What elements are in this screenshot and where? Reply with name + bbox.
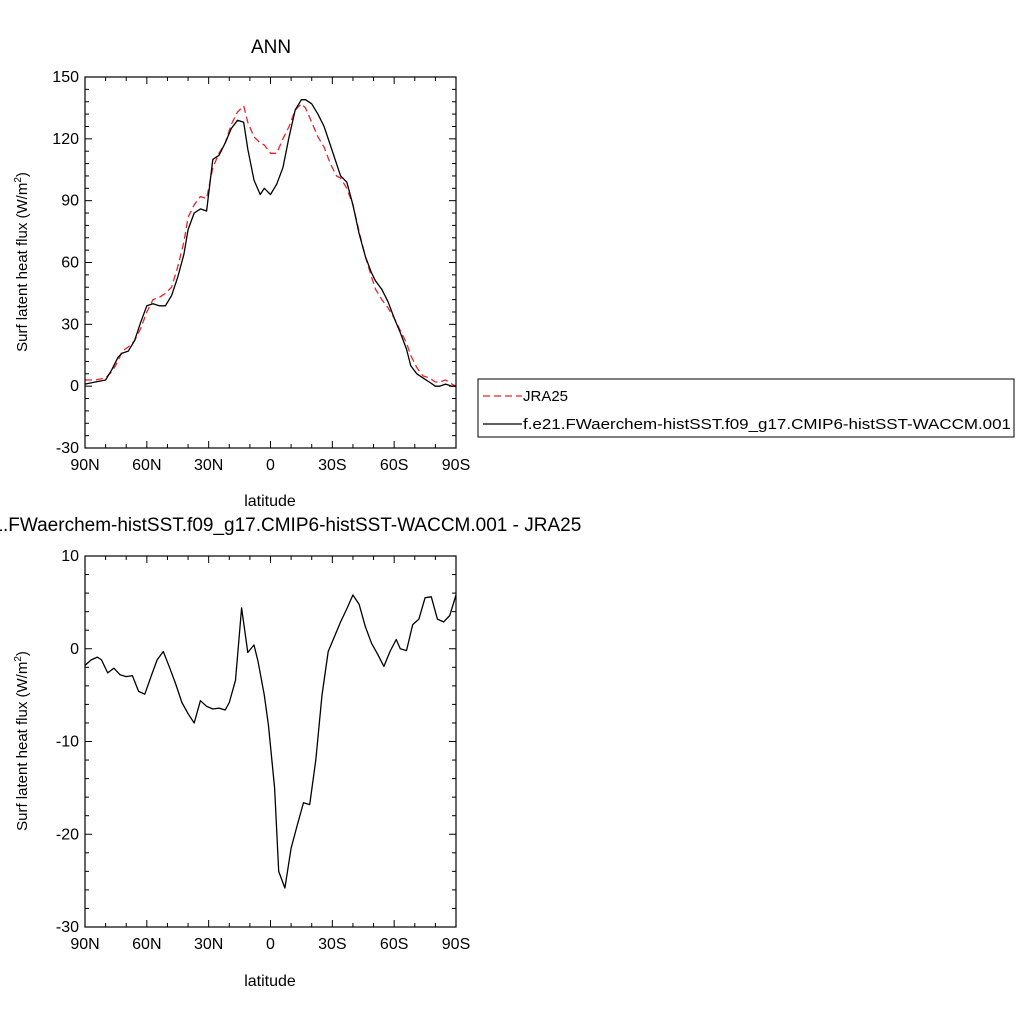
x-tick-label: 30N [194,936,223,953]
x-tick-label: 90N [70,936,99,953]
bottom-panel-y-label-main: Surf latent heat flux (W/m [14,662,31,831]
x-tick-label: 60N [132,936,161,953]
x-tick-label: 30N [194,457,223,474]
y-tick-label: 150 [52,69,79,86]
x-tick-label: 30S [318,936,346,953]
top-panel-x-axis-label: latitude [244,493,296,510]
series-line-0 [84,594,457,889]
top-panel-ticks [84,76,457,449]
x-tick-label: 90S [442,457,470,474]
x-tick-label: 90N [70,457,99,474]
y-tick-label: 10 [61,548,79,565]
bottom-panel-y-axis-label: Surf latent heat flux (W/m2) [13,651,31,831]
top-panel-y-label-sup: 2 [13,177,24,183]
y-tick-label: -10 [56,734,79,751]
y-tick-label: 30 [61,316,79,333]
y-tick-label: 0 [70,641,79,658]
legend: JRA25 f.e21.FWaerchem-histSST.f09_g17.CM… [477,378,1015,438]
y-tick-label: 60 [61,255,79,272]
x-tick-label: 60S [380,936,408,953]
top-panel-y-label-main: Surf latent heat flux (W/m [14,183,31,352]
top-panel-series [84,99,457,387]
y-tick-label: -30 [56,440,79,457]
y-tick-label: 90 [61,193,79,210]
legend-label-model: f.e21.FWaerchem-histSST.f09_g17.CMIP6-hi… [523,416,1011,433]
y-tick-label: -20 [56,826,79,843]
legend-label-jra25: JRA25 [523,388,568,405]
top-panel-frame [84,76,457,449]
bottom-panel-series [84,594,457,889]
series-line-0 [85,103,457,387]
x-tick-label: 0 [266,936,275,953]
x-tick-label: 0 [266,457,275,474]
y-tick-label: 0 [70,378,79,395]
top-panel-y-label-close: ) [14,172,31,177]
top-panel-tick-labels: 90N 60N 30N 0 30S 60S 90S -30 0 30 60 90 120 150 [52,69,470,474]
top-panel-y-axis-label: Surf latent heat flux (W/m2) [13,172,31,352]
y-tick-label: 120 [52,131,79,148]
bottom-panel-y-label-sup: 2 [13,656,24,662]
legend-box [477,378,1015,438]
top-panel: ANN 90N 60N 30N 0 30S 60S 90S-300306090120150 … [13,37,470,510]
y-tick-label: -30 [56,919,79,936]
top-panel-title: ANN [251,37,291,58]
x-tick-label: 30S [318,457,346,474]
x-tick-label: 90S [442,936,470,953]
bottom-panel-x-axis-label: latitude [244,973,296,990]
bottom-panel-title: f.e21.FWaerchem-histSST.f09_g17.CMIP6-hi… [0,515,581,536]
series-line-1 [84,99,456,387]
x-tick-label: 60N [132,457,161,474]
bottom-panel-tick-labels: 90N 60N 30N 0 30S 60S 90S -30 -20 -10 0 10 [56,548,470,953]
bottom-panel-frame [84,555,457,928]
x-tick-label: 60S [380,457,408,474]
bottom-panel: f.e21.FWaerchem-histSST.f09_g17.CMIP6-hi… [0,515,581,990]
bottom-panel-y-label-close: ) [14,651,31,656]
